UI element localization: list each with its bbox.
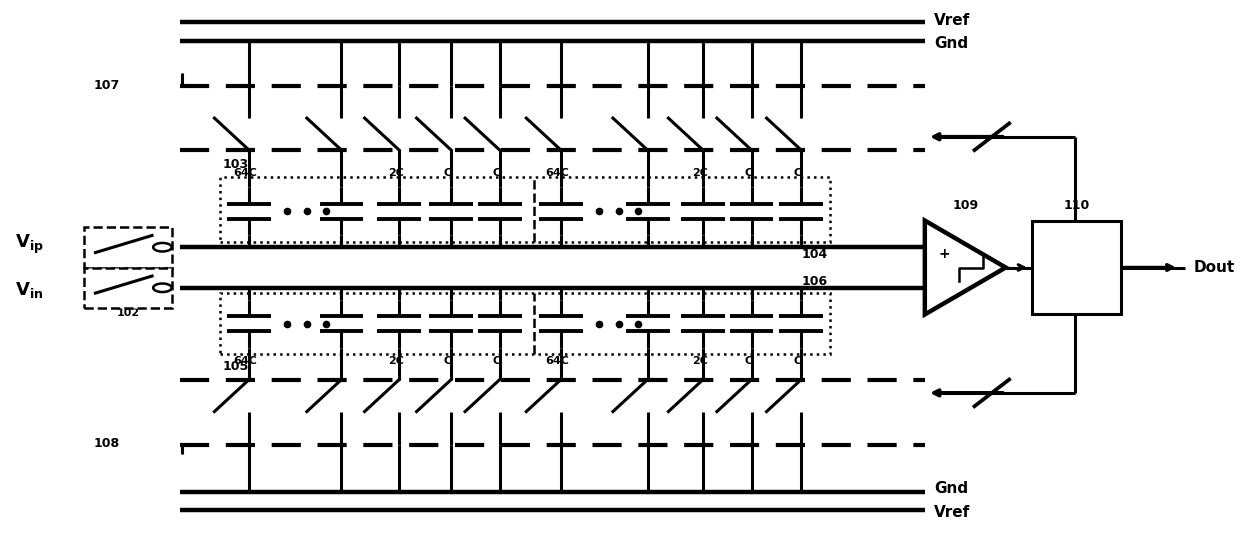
Text: C: C bbox=[492, 356, 500, 365]
Text: 2C: 2C bbox=[692, 356, 708, 365]
Text: C: C bbox=[444, 167, 451, 178]
Text: Gnd: Gnd bbox=[934, 36, 968, 51]
Text: Dout: Dout bbox=[1194, 260, 1235, 275]
Text: +: + bbox=[939, 247, 950, 261]
Text: 106: 106 bbox=[802, 275, 828, 288]
Text: 2C: 2C bbox=[388, 167, 404, 178]
Text: 109: 109 bbox=[952, 199, 978, 212]
Text: Vref: Vref bbox=[934, 506, 971, 521]
Text: 103: 103 bbox=[222, 158, 248, 171]
Text: C: C bbox=[794, 356, 802, 365]
Text: 110: 110 bbox=[1064, 199, 1090, 212]
Text: C: C bbox=[744, 356, 753, 365]
Text: 64C: 64C bbox=[233, 167, 258, 178]
Text: C: C bbox=[444, 356, 451, 365]
Text: 2C: 2C bbox=[388, 356, 404, 365]
Text: 102: 102 bbox=[117, 308, 139, 318]
Text: Gnd: Gnd bbox=[934, 481, 968, 496]
Text: 107: 107 bbox=[93, 79, 119, 91]
Text: 64C: 64C bbox=[546, 356, 569, 365]
Bar bbox=[1032, 220, 1121, 315]
Text: 108: 108 bbox=[93, 437, 119, 450]
Bar bbox=[84, 268, 171, 308]
Text: Vref: Vref bbox=[934, 13, 971, 28]
Text: C: C bbox=[492, 167, 500, 178]
Text: 101: 101 bbox=[117, 268, 139, 278]
Text: $\mathbf{V_{ip}}$: $\mathbf{V_{ip}}$ bbox=[15, 233, 43, 256]
Text: C: C bbox=[744, 167, 753, 178]
Text: 104: 104 bbox=[801, 248, 828, 261]
Text: 105: 105 bbox=[222, 361, 249, 373]
Bar bbox=[221, 177, 830, 242]
Text: $\mathbf{V_{in}}$: $\mathbf{V_{in}}$ bbox=[15, 280, 43, 301]
Text: 64C: 64C bbox=[546, 167, 569, 178]
Bar bbox=[84, 227, 171, 268]
Text: 2C: 2C bbox=[692, 167, 708, 178]
Text: logic: logic bbox=[1058, 271, 1095, 285]
Bar bbox=[221, 293, 830, 354]
Text: 64C: 64C bbox=[233, 356, 258, 365]
Text: SAR: SAR bbox=[1061, 251, 1092, 265]
Text: C: C bbox=[794, 167, 802, 178]
